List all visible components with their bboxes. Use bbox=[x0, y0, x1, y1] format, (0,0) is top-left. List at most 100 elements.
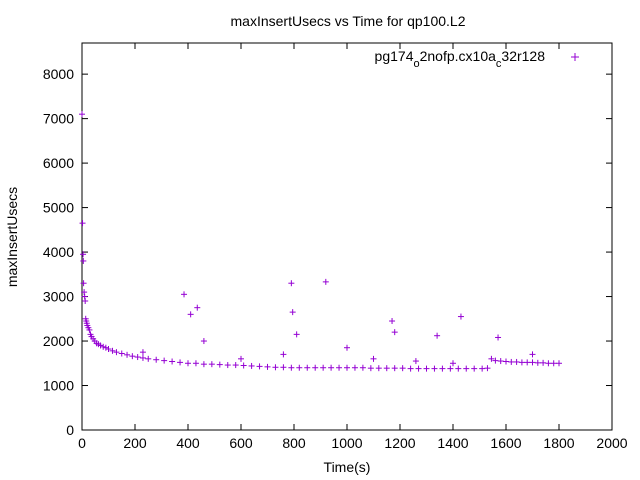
data-point bbox=[320, 364, 327, 371]
data-point bbox=[391, 365, 398, 372]
y-tick-label: 8000 bbox=[43, 66, 74, 82]
outlier-point bbox=[280, 351, 287, 358]
data-point bbox=[407, 365, 414, 372]
data-point bbox=[280, 364, 287, 371]
x-tick-label: 800 bbox=[282, 435, 306, 451]
data-point bbox=[336, 364, 343, 371]
x-tick-label: 400 bbox=[176, 435, 200, 451]
data-point bbox=[431, 365, 438, 372]
data-point bbox=[232, 362, 239, 369]
data-point bbox=[513, 358, 520, 365]
outlier-point bbox=[238, 355, 244, 362]
y-tick-label: 2000 bbox=[43, 333, 74, 349]
series-points bbox=[79, 111, 562, 372]
outlier-point bbox=[391, 329, 398, 336]
data-point bbox=[529, 359, 536, 366]
data-point bbox=[208, 361, 215, 368]
y-tick-label: 6000 bbox=[43, 155, 74, 171]
data-point bbox=[508, 358, 515, 365]
x-tick-label: 1400 bbox=[437, 435, 468, 451]
outlier-point bbox=[200, 338, 207, 345]
data-point bbox=[153, 356, 160, 363]
data-point bbox=[304, 364, 311, 371]
data-point bbox=[100, 343, 107, 350]
data-point bbox=[540, 359, 547, 366]
chart-title: maxInsertUsecs vs Time for qp100.L2 bbox=[231, 13, 466, 29]
data-point bbox=[169, 358, 176, 365]
data-point bbox=[518, 359, 525, 366]
data-point bbox=[145, 355, 152, 362]
data-point bbox=[79, 111, 85, 118]
data-point bbox=[81, 289, 88, 296]
x-tick-label: 1200 bbox=[384, 435, 415, 451]
data-point bbox=[109, 347, 116, 354]
outlier-point bbox=[187, 311, 194, 318]
x-axis: 0 200 400 600 800 1000 1200 1400 1600 1800 2000 bbox=[78, 43, 628, 451]
data-point bbox=[479, 365, 486, 372]
outlier-point bbox=[288, 280, 295, 287]
data-point bbox=[383, 365, 390, 372]
data-point bbox=[256, 363, 263, 370]
data-point bbox=[82, 298, 89, 304]
plot-frame bbox=[81, 42, 613, 431]
outlier-point bbox=[495, 334, 502, 341]
data-point bbox=[423, 365, 430, 372]
data-point bbox=[556, 360, 562, 367]
data-point bbox=[471, 365, 478, 372]
data-point bbox=[447, 365, 454, 372]
x-tick-label: 200 bbox=[123, 435, 147, 451]
data-point bbox=[86, 326, 93, 333]
data-point bbox=[81, 293, 88, 300]
y-tick-label: 4000 bbox=[43, 244, 74, 260]
outlier-point bbox=[344, 344, 350, 351]
data-point bbox=[455, 365, 462, 372]
data-point bbox=[80, 251, 87, 258]
data-point bbox=[288, 364, 295, 371]
x-axis-label: Time(s) bbox=[324, 459, 371, 475]
outlier-point bbox=[412, 358, 419, 365]
data-point bbox=[399, 365, 406, 372]
data-point bbox=[492, 357, 499, 364]
data-point bbox=[224, 362, 231, 369]
outlier-point bbox=[289, 309, 296, 316]
legend-marker bbox=[571, 53, 579, 61]
data-point bbox=[185, 360, 191, 367]
data-point bbox=[488, 355, 495, 362]
plot-area bbox=[81, 42, 613, 431]
y-axis-label: maxInsertUsecs bbox=[4, 187, 20, 287]
data-point bbox=[134, 354, 141, 361]
data-point bbox=[550, 360, 557, 367]
data-point bbox=[129, 353, 136, 360]
data-point bbox=[463, 365, 470, 372]
data-point bbox=[105, 346, 112, 353]
outlier-point bbox=[322, 278, 329, 285]
data-point bbox=[80, 280, 87, 287]
data-point bbox=[524, 359, 531, 366]
outlier-point bbox=[139, 349, 146, 356]
data-point bbox=[216, 361, 223, 368]
outlier-point bbox=[450, 360, 456, 367]
data-point bbox=[367, 365, 374, 372]
y-tick-label: 7000 bbox=[43, 111, 74, 127]
x-tick-label: 0 bbox=[78, 435, 86, 451]
y-tick-label: 3000 bbox=[43, 289, 74, 305]
data-point bbox=[359, 364, 366, 371]
data-point bbox=[534, 359, 541, 366]
data-point bbox=[272, 364, 279, 371]
data-point bbox=[296, 364, 303, 371]
data-point bbox=[79, 220, 86, 227]
data-point bbox=[240, 362, 247, 369]
x-tick-label: 2000 bbox=[596, 435, 627, 451]
data-point bbox=[139, 354, 146, 361]
outlier-point bbox=[389, 318, 396, 325]
data-point bbox=[312, 364, 319, 371]
outlier-point bbox=[529, 351, 536, 358]
data-point bbox=[102, 344, 109, 351]
data-point bbox=[161, 357, 168, 364]
data-point bbox=[97, 342, 104, 349]
data-point bbox=[351, 364, 358, 371]
x-tick-label: 1000 bbox=[331, 435, 362, 451]
data-point bbox=[439, 365, 446, 372]
data-point bbox=[375, 365, 382, 372]
